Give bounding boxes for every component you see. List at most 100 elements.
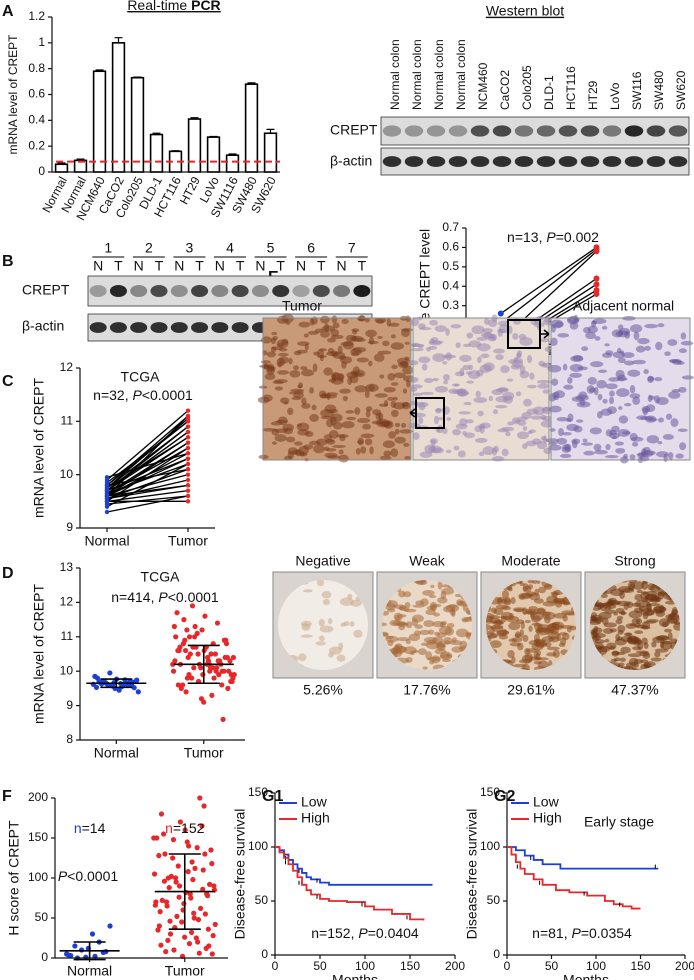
annotation-part: P xyxy=(546,229,556,245)
ihc-cell xyxy=(302,589,313,593)
ihc-cell xyxy=(512,663,527,668)
blot-band xyxy=(646,156,666,167)
ihc-cell xyxy=(404,341,410,345)
ihc-cell xyxy=(618,406,623,410)
data-point xyxy=(214,620,221,626)
ihc-cell xyxy=(432,377,439,382)
lane-label: T xyxy=(358,258,367,274)
annotation-part: n=13, xyxy=(507,229,546,245)
data-point xyxy=(195,651,201,657)
error-bar xyxy=(171,150,180,152)
ihc-cell xyxy=(642,407,648,416)
annotation: n=152, P=0.0404 xyxy=(311,925,419,941)
ihc-cell xyxy=(586,385,595,394)
ihc-cell xyxy=(536,580,541,584)
ihc-cell xyxy=(538,360,546,367)
ihc-cell xyxy=(517,416,528,421)
grade-label: Moderate xyxy=(501,553,560,569)
ihc-cell xyxy=(409,376,419,383)
ihc-cell xyxy=(611,650,620,657)
bar xyxy=(92,70,107,173)
ihc-cell xyxy=(590,320,597,328)
inset-arrow xyxy=(540,329,550,339)
data-point xyxy=(182,647,189,654)
ihc-cell xyxy=(422,590,435,596)
ihc-cell xyxy=(297,423,303,427)
x-tick-label: 0 xyxy=(504,959,511,973)
ihc-cell xyxy=(552,391,560,399)
y-tick-label: 0.8 xyxy=(28,61,45,75)
ihc-cell xyxy=(276,339,289,348)
ihc-cell xyxy=(459,418,468,426)
ihc-cell xyxy=(610,658,618,663)
ihc-cell xyxy=(488,395,493,402)
ihc-cell xyxy=(421,363,428,371)
ihc-cell xyxy=(501,448,509,457)
data-point xyxy=(158,942,164,948)
panel-label: B xyxy=(2,253,14,270)
legend-label: High xyxy=(533,810,562,826)
lane-label: T xyxy=(114,258,123,274)
data-point xyxy=(175,682,181,688)
sd-bar xyxy=(187,644,220,685)
ihc-cell xyxy=(547,364,562,373)
grade-percentage: 29.61% xyxy=(507,682,554,698)
ihc-cell xyxy=(634,594,643,601)
ihc-cell xyxy=(613,612,619,616)
ihc-cell xyxy=(396,637,410,642)
data-point xyxy=(200,672,206,678)
ihc-cell xyxy=(332,351,346,359)
ihc-cell xyxy=(437,417,445,421)
ihc-cell xyxy=(609,432,620,439)
blot-band xyxy=(668,125,688,137)
data-point xyxy=(224,654,230,661)
y-tick-label: 1 xyxy=(38,35,45,49)
chart-title-part: PCR xyxy=(191,0,221,13)
x-axis-label: Months xyxy=(563,972,609,980)
ihc-cell xyxy=(405,315,411,323)
ihc-cell xyxy=(655,610,666,617)
ihc-cell xyxy=(644,323,658,329)
data-point xyxy=(210,933,216,939)
data-point xyxy=(186,634,193,640)
ihc-cell xyxy=(282,423,295,431)
ihc-cell xyxy=(673,622,680,631)
ihc-cell xyxy=(301,402,311,409)
blot-band xyxy=(404,156,424,167)
ihc-cell xyxy=(336,654,346,662)
data-point xyxy=(185,488,191,493)
data-point xyxy=(205,926,211,932)
ihc-cell xyxy=(325,448,337,452)
ihc-cell xyxy=(587,325,598,334)
data-point xyxy=(209,692,215,698)
ihc-cell xyxy=(258,454,269,460)
ihc-cell xyxy=(324,323,330,332)
data-point xyxy=(192,634,198,640)
ihc-cell xyxy=(320,330,330,338)
error-bar xyxy=(247,82,256,85)
ihc-cell xyxy=(364,390,370,398)
ihc-cell xyxy=(434,385,449,393)
ihc-cell xyxy=(526,408,539,415)
blot-band xyxy=(492,125,512,137)
ihc-cell xyxy=(569,372,583,378)
ihc-cell xyxy=(615,618,623,625)
ihc-cell xyxy=(618,415,629,424)
bar xyxy=(206,136,221,173)
ihc-cell xyxy=(394,422,401,428)
ihc-cell xyxy=(556,633,561,642)
x-tick-label: 150 xyxy=(400,959,420,973)
data-point xyxy=(151,871,158,877)
data-point xyxy=(185,483,191,488)
data-point xyxy=(185,435,191,440)
ihc-cell xyxy=(277,370,290,375)
blot-band xyxy=(426,156,446,167)
ihc-cell xyxy=(556,437,568,445)
ihc-cell xyxy=(394,428,400,435)
ihc-cell xyxy=(402,388,408,394)
ihc-cell xyxy=(661,621,669,628)
ihc-cell xyxy=(325,438,334,443)
blot-band xyxy=(558,156,578,167)
data-point xyxy=(92,673,98,679)
data-point xyxy=(208,651,214,657)
